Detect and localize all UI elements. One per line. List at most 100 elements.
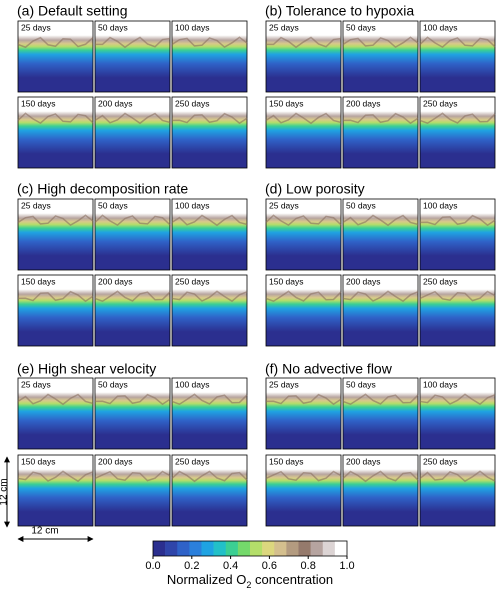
colorbar-swatch bbox=[153, 541, 166, 556]
oxygen-front bbox=[265, 290, 342, 303]
label-bg bbox=[96, 200, 130, 211]
frame-label: 50 days bbox=[346, 200, 376, 210]
colorbar-swatch bbox=[322, 541, 336, 556]
colorbar-frame bbox=[152, 540, 348, 557]
label-bg bbox=[267, 456, 301, 467]
oxygen-front bbox=[171, 214, 248, 227]
label-bg bbox=[267, 379, 301, 390]
oxygen-front bbox=[171, 36, 248, 49]
label-bg bbox=[19, 98, 53, 109]
panel-title: (a) Default setting bbox=[17, 3, 128, 19]
label-bg bbox=[96, 456, 130, 467]
frame-label: 50 days bbox=[98, 22, 128, 32]
frame-label: 150 days bbox=[269, 98, 304, 108]
label-bg bbox=[267, 276, 301, 287]
label-bg bbox=[421, 276, 455, 287]
panel-title: (e) High shear velocity bbox=[17, 361, 156, 377]
scale-label: 12 cm bbox=[31, 526, 58, 537]
frame-label: 150 days bbox=[269, 276, 304, 286]
oxygen-front bbox=[94, 470, 171, 482]
colorbar-swatch bbox=[177, 541, 190, 556]
label-bg bbox=[173, 200, 207, 211]
label-bg bbox=[267, 22, 301, 33]
label-bg bbox=[173, 276, 207, 287]
oxygen-front bbox=[171, 470, 248, 483]
label-bg bbox=[96, 98, 130, 109]
oxygen-front bbox=[342, 214, 419, 227]
label-bg bbox=[344, 98, 378, 109]
panel-title: (b) Tolerance to hypoxia bbox=[265, 3, 414, 19]
label-bg bbox=[96, 276, 130, 287]
label-bg bbox=[421, 379, 455, 390]
label-bg bbox=[421, 98, 455, 109]
oxygen-front bbox=[265, 470, 342, 482]
colorbar-tick-label: 0.8 bbox=[301, 560, 316, 572]
label-bg bbox=[267, 200, 301, 211]
frame-label: 100 days bbox=[175, 379, 210, 389]
frame-label: 250 days bbox=[423, 98, 458, 108]
frame-label: 25 days bbox=[21, 379, 51, 389]
frame-label: 150 days bbox=[21, 276, 56, 286]
colorbar-swatch bbox=[201, 541, 214, 556]
oxygen-front bbox=[342, 393, 419, 406]
colorbar-swatch bbox=[237, 541, 251, 556]
colorbar-label: Normalized O2 concentration bbox=[167, 572, 333, 590]
colorbar-swatch bbox=[286, 541, 299, 556]
frame-label: 25 days bbox=[269, 379, 299, 389]
frame-label: 250 days bbox=[423, 276, 458, 286]
frame-label: 100 days bbox=[175, 200, 210, 210]
oxygen-front bbox=[419, 470, 496, 483]
label-bg bbox=[421, 200, 455, 211]
label-bg bbox=[19, 22, 53, 33]
colorbar-tick-label: 0.0 bbox=[145, 560, 160, 572]
frame-label: 200 days bbox=[346, 456, 381, 466]
frame-label: 200 days bbox=[98, 276, 133, 286]
colorbar-swatch bbox=[189, 541, 202, 556]
label-bg bbox=[173, 456, 207, 467]
oxygen-front bbox=[342, 470, 419, 483]
colorbar-swatch bbox=[225, 541, 239, 556]
scale-label: 12 cm bbox=[0, 478, 10, 505]
simulation-frame bbox=[17, 198, 94, 271]
oxygen-front bbox=[17, 393, 94, 406]
colorbar-tick-label: 0.2 bbox=[184, 560, 199, 572]
oxygen-front bbox=[94, 393, 171, 406]
oxygen-front bbox=[94, 112, 171, 125]
oxygen-front bbox=[419, 112, 496, 125]
frame-label: 200 days bbox=[346, 276, 381, 286]
frame-label: 250 days bbox=[423, 456, 458, 466]
frame-label: 25 days bbox=[21, 22, 51, 32]
label-bg bbox=[344, 379, 378, 390]
label-bg bbox=[173, 379, 207, 390]
label-subscript: 2 bbox=[246, 580, 251, 590]
oxygen-front bbox=[419, 36, 496, 49]
oxygen-front bbox=[94, 36, 171, 49]
oxygen-front bbox=[171, 112, 248, 125]
frame-label: 50 days bbox=[346, 379, 376, 389]
frame-label: 200 days bbox=[98, 456, 133, 466]
colorbar-swatch bbox=[274, 541, 287, 556]
oxygen-front bbox=[265, 112, 342, 125]
frame-label: 25 days bbox=[269, 200, 299, 210]
colorbar-swatch bbox=[334, 541, 348, 556]
oxygen-front bbox=[94, 214, 171, 227]
oxygen-front bbox=[17, 112, 94, 125]
frame-label: 25 days bbox=[21, 200, 51, 210]
frame-label: 150 days bbox=[21, 98, 56, 108]
simulation-frame bbox=[94, 20, 171, 93]
colorbar-swatch bbox=[298, 541, 311, 556]
oxygen-front bbox=[342, 112, 419, 125]
colorbar-swatch bbox=[250, 541, 263, 556]
colorbar-swatch bbox=[165, 541, 178, 556]
frame-label: 25 days bbox=[269, 22, 299, 32]
panel-title: (c) High decomposition rate bbox=[17, 181, 188, 197]
oxygen-front bbox=[342, 36, 419, 49]
frame-label: 200 days bbox=[98, 98, 133, 108]
colorbar-tick-label: 0.6 bbox=[262, 560, 277, 572]
label-bg bbox=[19, 276, 53, 287]
label-bg bbox=[344, 456, 378, 467]
frame-label: 250 days bbox=[175, 98, 210, 108]
colorbar-swatch bbox=[310, 541, 324, 556]
oxygen-front bbox=[17, 470, 94, 483]
